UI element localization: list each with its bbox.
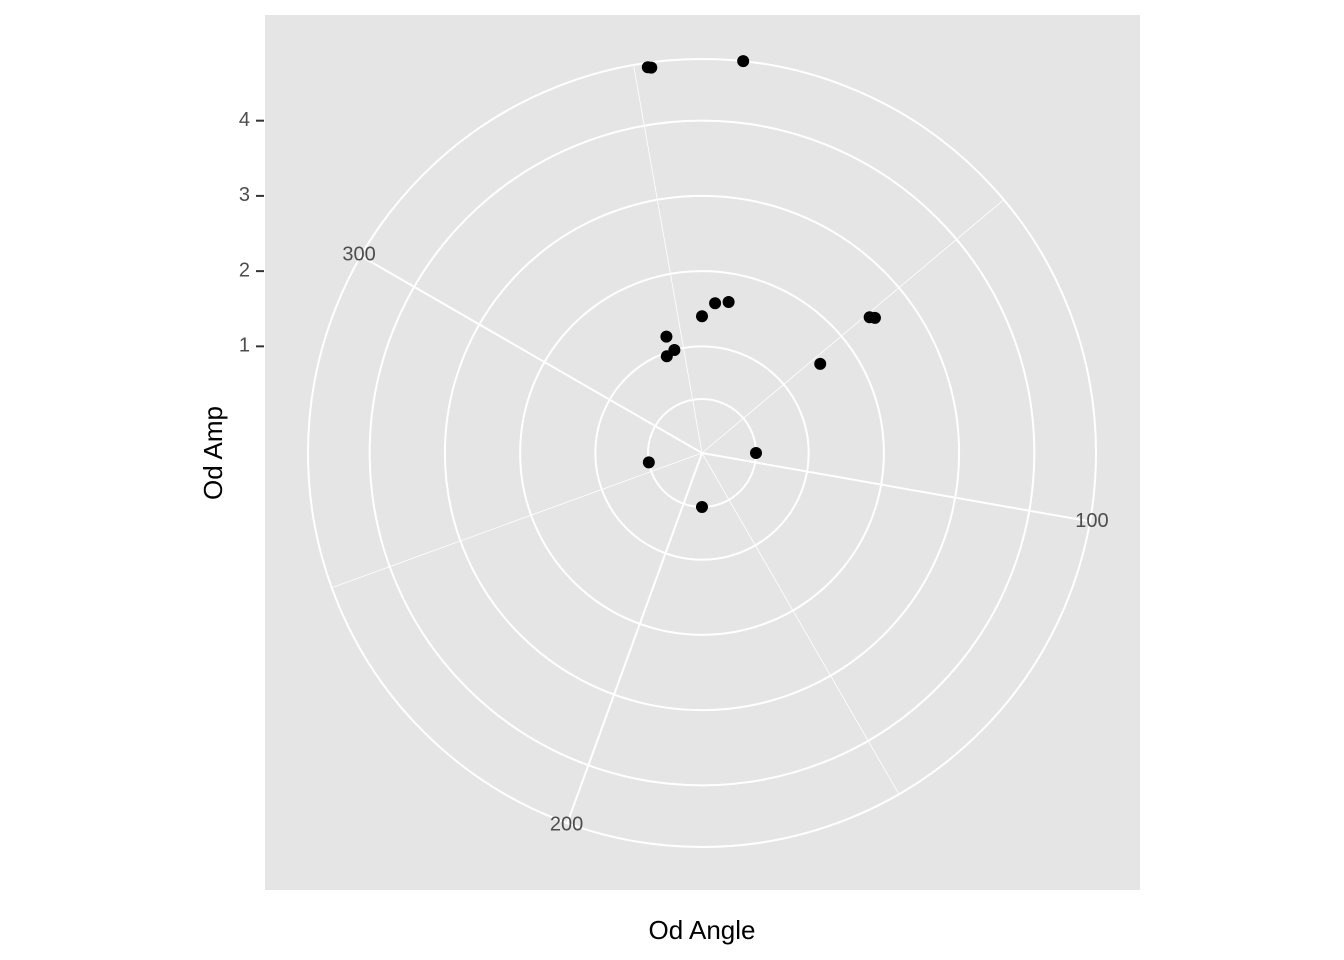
amp-gridline	[519, 270, 885, 636]
data-point	[709, 297, 722, 310]
data-point	[660, 350, 673, 363]
data-point	[696, 310, 708, 323]
angle-minor-gridline	[701, 199, 1005, 454]
amp-gridline	[368, 119, 1036, 787]
angle-minor-gridline	[331, 452, 703, 589]
angle-minor-gridline	[701, 452, 900, 795]
amp-axis: 1 2 3 4	[239, 109, 264, 357]
data-point	[868, 311, 881, 324]
data-point	[814, 357, 827, 370]
y-axis-title: Od Amp	[198, 406, 228, 500]
amp-tick-label: 4	[239, 109, 250, 131]
amp-gridline	[307, 58, 1097, 848]
amp-gridline	[443, 194, 961, 712]
data-point	[722, 296, 735, 309]
data-point	[696, 501, 708, 513]
amp-tick-label: 1	[239, 335, 250, 357]
amp-tick-label: 2	[239, 259, 250, 281]
angle-minor-gridline	[633, 64, 703, 454]
x-axis-title: Od Angle	[649, 915, 756, 945]
angle-tick-label: 100	[1075, 510, 1108, 532]
angle-major-gridline	[360, 255, 703, 454]
data-point	[750, 447, 762, 459]
amp-gridline	[594, 345, 810, 561]
angle-major-gridline	[566, 452, 703, 824]
amp-tick-label: 3	[239, 184, 250, 206]
angle-tick-label: 200	[550, 813, 583, 835]
angle-major-gridline	[701, 452, 1091, 523]
data-point	[737, 55, 750, 68]
data-point	[642, 456, 655, 469]
points-layer	[641, 55, 881, 513]
data-point	[660, 330, 673, 343]
angle-tick-label: 300	[342, 243, 375, 265]
angle-tick-labels: 100 200 300	[342, 243, 1108, 835]
data-point	[645, 61, 658, 74]
